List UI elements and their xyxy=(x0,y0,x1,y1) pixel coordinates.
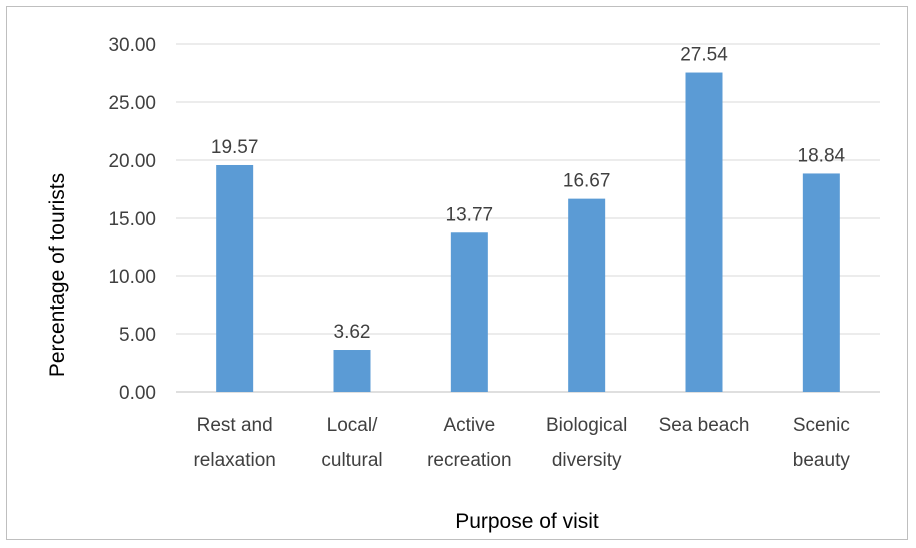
data-label: 3.62 xyxy=(334,322,371,343)
data-label: 13.77 xyxy=(446,204,494,225)
x-category-label-line: Active xyxy=(443,415,495,436)
y-tick-label: 20.00 xyxy=(108,151,156,172)
x-category-labels: Rest and relaxation Local/cultural Active re… xyxy=(193,415,850,471)
data-label: 16.67 xyxy=(563,171,611,192)
y-axis-title: Percentage of tourists xyxy=(46,173,69,377)
bar xyxy=(568,198,606,392)
y-tick-label: 10.00 xyxy=(108,267,156,288)
bar xyxy=(333,350,371,392)
x-category-label-line: Scenic xyxy=(793,415,850,436)
x-category-label: Rest and relaxation xyxy=(193,415,275,471)
x-category-label-line: diversity xyxy=(552,450,622,471)
x-category-label: Sea beach xyxy=(659,415,750,436)
y-tick-label: 15.00 xyxy=(108,209,156,230)
bar xyxy=(450,232,488,392)
data-labels: 19.57 3.62 13.77 16.67 27.54 18.84 xyxy=(211,45,846,343)
x-category-label: Local/cultural xyxy=(321,415,382,471)
x-axis-title: Purpose of visit xyxy=(455,510,599,533)
x-category-label-line: Local/ xyxy=(327,415,378,436)
bar xyxy=(685,72,723,392)
y-tick-label: 30.00 xyxy=(108,35,156,56)
data-label: 27.54 xyxy=(680,45,728,66)
x-category-label-line: recreation xyxy=(427,450,512,471)
bars xyxy=(216,72,840,392)
y-tick-label: 5.00 xyxy=(119,325,156,346)
gridlines xyxy=(176,43,880,393)
data-label: 18.84 xyxy=(798,145,846,166)
data-label: 19.57 xyxy=(211,137,259,158)
x-category-label-line: beauty xyxy=(793,450,851,471)
x-category-label-line: relaxation xyxy=(193,450,275,471)
y-tick-labels: 0.00 5.00 10.00 15.00 20.00 25.00 30.00 xyxy=(108,35,156,404)
x-category-label-line: Rest and xyxy=(197,415,273,436)
x-category-label-line: Biological xyxy=(546,415,627,436)
x-category-label: Active recreation xyxy=(427,415,512,471)
bar xyxy=(802,173,840,392)
y-tick-label: 25.00 xyxy=(108,93,156,114)
bar xyxy=(216,164,254,392)
x-category-label: Scenic beauty xyxy=(793,415,851,471)
y-tick-label: 0.00 xyxy=(119,383,156,404)
x-category-label-line: Sea beach xyxy=(659,415,750,436)
x-category-label-line: cultural xyxy=(321,450,382,471)
x-category-label: Biological diversity xyxy=(546,415,627,471)
